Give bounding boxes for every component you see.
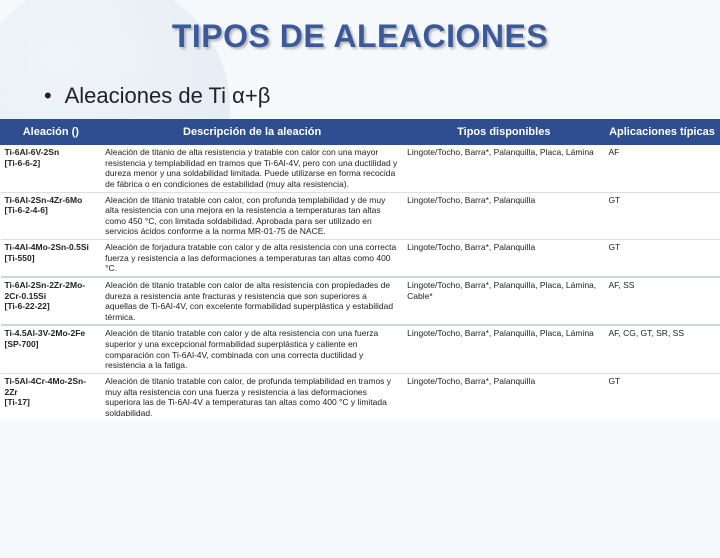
section-subtitle: • Aleaciones de Ti α+β <box>44 83 720 109</box>
cell-alloy-name: Ti-4.5Al-3V-2Mo-2Fe[SP-700] <box>1 325 102 373</box>
cell-apps: AF <box>604 145 719 193</box>
table-row: Ti-4.5Al-3V-2Mo-2Fe[SP-700]Aleación de t… <box>1 325 720 373</box>
bullet-icon: • <box>44 83 52 108</box>
cell-alloy-name: Ti-6Al-2Sn-4Zr-6Mo[Ti-6-2-4-6] <box>1 192 102 240</box>
cell-alloy-name: Ti-6Al-2Sn-2Zr-2Mo-2Cr-0.15Si[Ti-6-22-22… <box>1 277 102 326</box>
table-row: Ti-6Al-2Sn-4Zr-6Mo[Ti-6-2-4-6]Aleación d… <box>1 192 720 240</box>
cell-types: Lingote/Tocho, Barra*, Palanquilla <box>403 240 604 277</box>
alloy-table: Aleación () Descripción de la aleación T… <box>0 119 720 420</box>
cell-types: Lingote/Tocho, Barra*, Palanquilla, Plac… <box>403 277 604 326</box>
table-row: Ti-5Al-4Cr-4Mo-2Sn-2Zr[Ti-17]Aleación de… <box>1 373 720 420</box>
table-row: Ti-4Al-4Mo-2Sn-0.5Si[Ti-550]Aleación de … <box>1 240 720 277</box>
cell-types: Lingote/Tocho, Barra*, Palanquilla, Plac… <box>403 145 604 193</box>
cell-types: Lingote/Tocho, Barra*, Palanquilla <box>403 192 604 240</box>
page-title: TIPOS DE ALEACIONES <box>0 18 720 55</box>
cell-types: Lingote/Tocho, Barra*, Palanquilla <box>403 373 604 420</box>
cell-description: Aleación de titanio tratable con calor, … <box>101 192 403 240</box>
table-row: Ti-6Al-2Sn-2Zr-2Mo-2Cr-0.15Si[Ti-6-22-22… <box>1 277 720 326</box>
cell-apps: AF, CG, GT, SR, SS <box>604 325 719 373</box>
cell-description: Aleación de titanio de alta resistencia … <box>101 145 403 193</box>
cell-description: Aleación de titanio tratable con calor, … <box>101 373 403 420</box>
cell-description: Aleación de titanio tratable con calor y… <box>101 325 403 373</box>
cell-alloy-name: Ti-4Al-4Mo-2Sn-0.5Si[Ti-550] <box>1 240 102 277</box>
cell-apps: GT <box>604 192 719 240</box>
cell-alloy-name: Ti-6Al-6V-2Sn[Ti-6-6-2] <box>1 145 102 193</box>
col-types: Tipos disponibles <box>403 120 604 145</box>
subtitle-text: Aleaciones de Ti α+β <box>65 83 271 108</box>
cell-alloy-name: Ti-5Al-4Cr-4Mo-2Sn-2Zr[Ti-17] <box>1 373 102 420</box>
col-desc: Descripción de la aleación <box>101 120 403 145</box>
cell-apps: AF, SS <box>604 277 719 326</box>
col-apps: Aplicaciones típicas <box>604 120 719 145</box>
cell-description: Aleación de forjadura tratable con calor… <box>101 240 403 277</box>
cell-types: Lingote/Tocho, Barra*, Palanquilla, Plac… <box>403 325 604 373</box>
col-alloy: Aleación () <box>1 120 102 145</box>
table-row: Ti-6Al-6V-2Sn[Ti-6-6-2]Aleación de titan… <box>1 145 720 193</box>
cell-apps: GT <box>604 373 719 420</box>
cell-description: Aleación de titanio tratable con calor d… <box>101 277 403 326</box>
cell-apps: GT <box>604 240 719 277</box>
